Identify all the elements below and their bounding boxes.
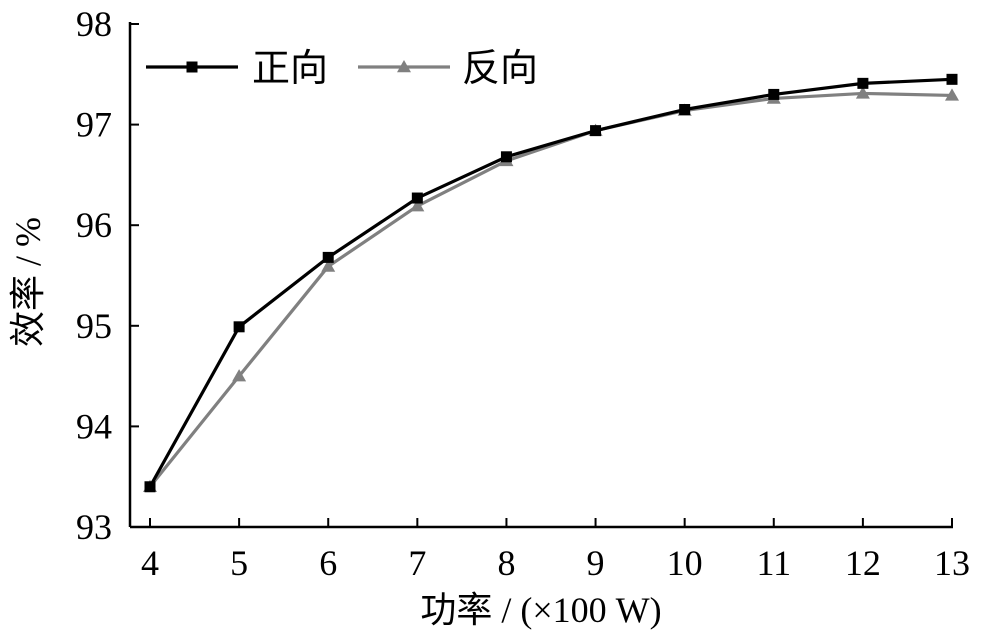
legend-marker-forward (186, 61, 198, 73)
x-tick-label: 4 (141, 543, 159, 583)
reverse-point (945, 88, 959, 101)
series-line-reverse (148, 91, 953, 488)
y-tick-label: 93 (76, 507, 112, 547)
y-axis-title: 效率 / % (8, 217, 48, 347)
forward-point (411, 192, 423, 204)
axes (128, 22, 953, 529)
forward-point (946, 73, 958, 85)
legend-label-forward: 正向 (252, 48, 328, 90)
x-tick-label: 11 (756, 543, 791, 583)
y-tick-label: 94 (76, 406, 112, 446)
forward-point (322, 251, 334, 263)
x-tick-label: 5 (230, 543, 248, 583)
y-tick-label: 98 (76, 4, 112, 44)
reverse-point (855, 86, 870, 99)
reverse-point (410, 199, 425, 212)
reverse-point (232, 369, 247, 382)
legend-label-reverse: 反向 (462, 48, 538, 90)
forward-point (500, 151, 512, 163)
x-tick-label: 13 (934, 543, 970, 583)
series-line-forward (148, 77, 953, 488)
forward-point (144, 481, 156, 493)
reverse-point (321, 259, 336, 272)
x-tick-label: 9 (587, 543, 605, 583)
forward-point (857, 77, 869, 89)
x-tick-label: 8 (497, 543, 515, 583)
forward-point (679, 104, 691, 116)
y-tick-label: 97 (76, 105, 112, 145)
x-tick-label: 7 (408, 543, 426, 583)
forward-point (768, 88, 780, 100)
x-tick-label: 6 (319, 543, 337, 583)
y-tick-label: 96 (76, 205, 112, 245)
series-layer (143, 73, 959, 493)
legend-marker-reverse (397, 60, 411, 73)
x-ticks: 4 5 6 7 8 9 10 11 12 13 (141, 518, 970, 583)
forward-point (590, 125, 602, 137)
x-axis-title: 功率 / (×100 W) (420, 590, 661, 630)
x-tick-label: 10 (667, 543, 703, 583)
forward-point (233, 321, 245, 333)
y-ticks: 93 94 95 96 97 98 (76, 4, 139, 547)
legend: 正向 反向 (146, 48, 538, 90)
x-tick-label: 12 (845, 543, 881, 583)
y-tick-label: 95 (76, 306, 112, 346)
